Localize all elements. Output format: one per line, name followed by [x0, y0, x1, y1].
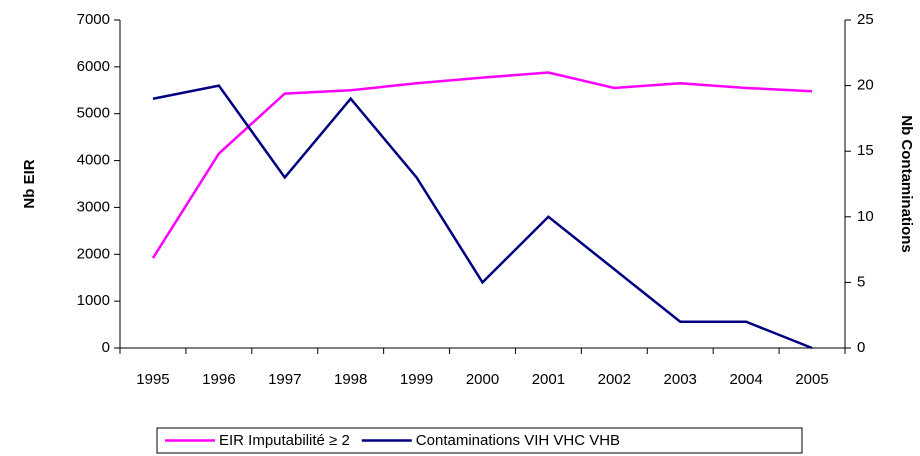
- x-tick-label: 2002: [598, 371, 631, 388]
- y-tick-label: 5000: [77, 105, 110, 122]
- y2-tick-label: 15: [857, 142, 874, 159]
- y2-tick-label: 10: [857, 208, 874, 225]
- y-tick-label: 0: [102, 339, 110, 356]
- x-tick-label: 2005: [795, 371, 828, 388]
- x-tick-label: 1996: [202, 371, 235, 388]
- y-tick-label: 7000: [77, 11, 110, 28]
- y2-tick-label: 20: [857, 77, 874, 94]
- legend-label: EIR Imputabilité ≥ 2: [219, 432, 350, 449]
- y-tick-label: 1000: [77, 292, 110, 309]
- legend-box: [156, 427, 803, 454]
- x-tick-label: 2003: [664, 371, 697, 388]
- y2-tick-label: 0: [857, 339, 865, 356]
- legend-label: Contaminations VIH VHC VHB: [416, 432, 620, 449]
- y-tick-label: 6000: [77, 58, 110, 75]
- y2-tick-label: 25: [857, 11, 874, 28]
- series-line: [151, 71, 813, 259]
- y-axis-label: Nb EIR: [21, 159, 38, 208]
- y-tick-label: 3000: [77, 198, 110, 215]
- x-tick-label: 2004: [729, 371, 762, 388]
- y2-axis-label: Nb Contaminations: [898, 115, 915, 253]
- x-tick-label: 1999: [400, 371, 433, 388]
- y-tick-label: 2000: [77, 245, 110, 262]
- series-line: [152, 84, 813, 350]
- x-tick-label: 1998: [334, 371, 367, 388]
- x-tick-label: 2001: [532, 371, 565, 388]
- x-tick-label: 1997: [268, 371, 301, 388]
- x-tick-label: 1995: [136, 371, 169, 388]
- y-tick-label: 4000: [77, 152, 110, 169]
- x-tick-label: 2000: [466, 371, 499, 388]
- y2-tick-label: 5: [857, 273, 865, 290]
